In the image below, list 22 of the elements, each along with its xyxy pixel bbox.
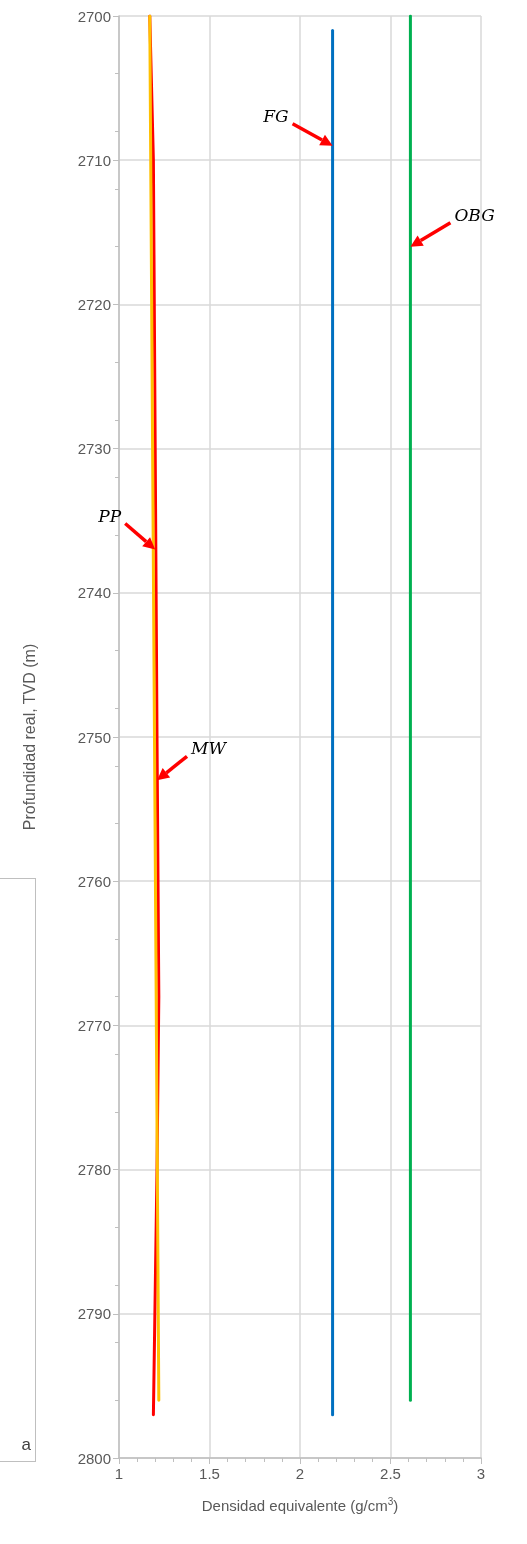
y-tick-label: 2750: [77, 728, 111, 746]
y-tick-label: 2760: [77, 872, 111, 890]
y-tick-label: 2700: [77, 7, 111, 25]
annotation: OBG: [454, 204, 495, 225]
y-tick-label: 2790: [77, 1305, 111, 1323]
y-tick-label: 2740: [77, 584, 111, 602]
y-tick-label: 2720: [77, 295, 111, 313]
annotation: PP: [97, 505, 122, 526]
x-tick-label: 2: [295, 1465, 305, 1482]
y-tick-label: 2780: [77, 1161, 111, 1179]
annotation: MW: [190, 738, 228, 759]
x-tick-label: 1: [114, 1465, 124, 1482]
y-axis-title: Profundidad real, TVD (m): [20, 643, 38, 831]
x-tick-label: 3: [476, 1465, 486, 1482]
y-tick-label: 2800: [77, 1449, 111, 1467]
y-tick-label: 2770: [77, 1016, 111, 1034]
y-tick-label: 2730: [77, 440, 111, 458]
text-box: a: [0, 878, 36, 1462]
y-tick-label: 2710: [77, 151, 111, 169]
annotation: FG: [262, 105, 289, 126]
x-tick-label: 1.5: [199, 1465, 220, 1482]
x-tick-label: 2.5: [380, 1465, 401, 1482]
